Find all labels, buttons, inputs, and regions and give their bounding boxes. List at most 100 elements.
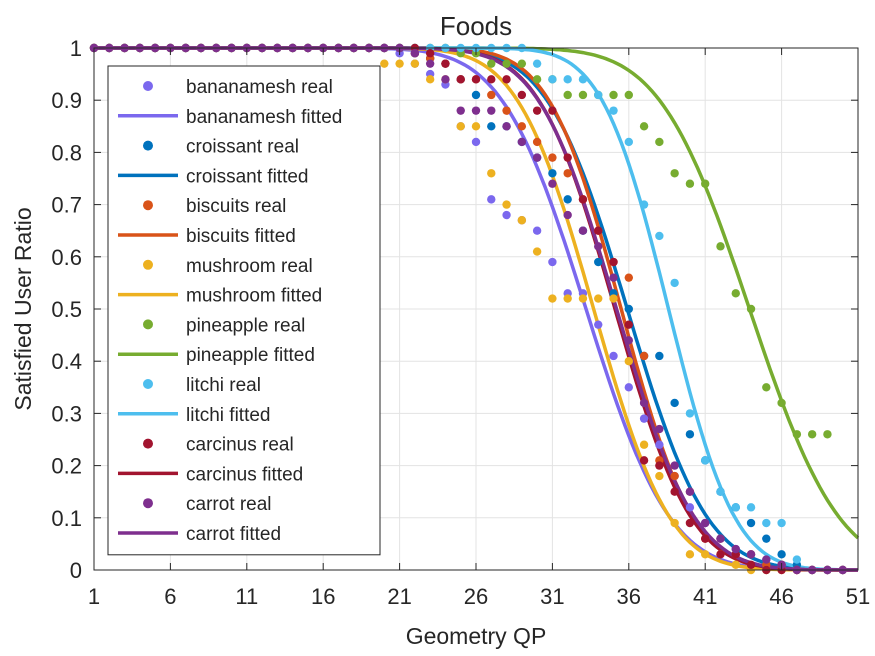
bananamesh-real-point — [655, 440, 664, 449]
biscuits-real-point — [624, 273, 633, 282]
carcinus-real-point — [563, 153, 572, 162]
y-tick-label: 0.2 — [51, 454, 82, 479]
bananamesh-real-point — [609, 351, 618, 361]
mushroom-real-point — [731, 560, 740, 569]
x-tick-label: 1 — [88, 584, 100, 609]
x-tick-label: 16 — [311, 584, 335, 609]
legend-label-litchi-fitted: litchi fitted — [186, 405, 270, 426]
pineapple-real-point — [532, 75, 542, 84]
mushroom-real-point — [639, 440, 649, 449]
pineapple-real-point — [701, 179, 710, 188]
carcinus-real-point — [517, 90, 527, 100]
y-tick-label: 0.3 — [51, 401, 82, 426]
bananamesh-real-point — [639, 414, 649, 423]
legend-label-pineapple-fitted: pineapple fitted — [186, 345, 315, 366]
pineapple-real-point — [517, 59, 527, 68]
x-axis-title: Geometry QP — [406, 623, 547, 649]
legend-marker-carcinus-real — [143, 438, 153, 449]
carrot-real-point — [746, 550, 756, 559]
carrot-real-point — [471, 106, 481, 115]
carcinus-real-point — [746, 560, 756, 569]
mushroom-real-point — [517, 216, 527, 225]
mushroom-real-point — [655, 471, 664, 481]
carrot-real-point — [517, 137, 527, 147]
croissant-real-point — [471, 90, 481, 100]
carrot-real-point — [594, 242, 603, 251]
x-tick-label: 46 — [769, 584, 793, 609]
legend-marker-carrot-real — [143, 498, 153, 509]
x-tick-label: 31 — [540, 584, 564, 609]
mushroom-real-point — [563, 294, 572, 303]
croissant-real-point — [685, 430, 695, 439]
bananamesh-real-point — [532, 226, 542, 235]
carcinus-real-point — [624, 320, 633, 329]
croissant-real-point — [777, 550, 786, 559]
carcinus-real-point — [532, 106, 542, 115]
mushroom-real-point — [471, 122, 481, 131]
carrot-real-point — [456, 106, 465, 115]
biscuits-real-point — [639, 351, 649, 361]
carrot-real-point — [502, 122, 511, 131]
carcinus-real-point — [502, 75, 511, 84]
pineapple-real-point — [716, 242, 725, 251]
carcinus-real-point — [471, 75, 481, 84]
croissant-real-point — [746, 518, 756, 528]
pineapple-real-point — [487, 59, 496, 68]
bananamesh-real-point — [548, 257, 557, 267]
y-tick-label: 0.9 — [51, 88, 82, 113]
mushroom-real-point — [594, 294, 603, 303]
pineapple-real-point — [502, 59, 511, 68]
carrot-real-point — [655, 424, 664, 434]
litchi-real-point — [777, 518, 786, 528]
litchi-real-point — [578, 75, 588, 84]
y-tick-label: 0 — [70, 558, 82, 583]
legend-label-mushroom-real: mushroom real — [186, 256, 313, 277]
croissant-real-point — [487, 122, 496, 131]
legend-label-croissant-real: croissant real — [186, 137, 299, 158]
x-tick-label: 51 — [846, 584, 870, 609]
pineapple-real-point — [624, 90, 633, 100]
mushroom-real-point — [425, 75, 435, 84]
litchi-real-point — [532, 59, 542, 68]
carcinus-real-point — [639, 456, 649, 465]
litchi-real-point — [762, 518, 771, 528]
pineapple-real-point — [655, 137, 664, 147]
litchi-real-point — [731, 503, 740, 512]
litchi-real-point — [594, 90, 603, 100]
mushroom-real-point — [624, 357, 633, 366]
bananamesh-real-point — [594, 320, 603, 329]
carrot-real-point — [639, 398, 649, 408]
x-tick-label: 41 — [693, 584, 717, 609]
y-tick-label: 0.1 — [51, 506, 82, 531]
pineapple-real-point — [762, 383, 771, 392]
croissant-real-point — [762, 534, 771, 543]
pineapple-real-point — [670, 169, 679, 178]
y-tick-label: 0.6 — [51, 245, 82, 270]
bananamesh-real-point — [624, 383, 633, 392]
mushroom-real-point — [532, 247, 542, 256]
carcinus-real-point — [487, 75, 496, 84]
y-tick-label: 0.4 — [51, 349, 82, 374]
mushroom-real-point — [456, 122, 465, 131]
legend-label-carcinus-fitted: carcinus fitted — [186, 464, 303, 485]
legend: bananamesh real bananamesh fitted croissan… — [107, 65, 381, 556]
croissant-real-point — [594, 257, 603, 267]
carrot-real-point — [609, 273, 618, 282]
pineapple-real-point — [777, 398, 786, 408]
carrot-real-point — [425, 59, 435, 68]
pineapple-real-point — [685, 179, 695, 188]
litchi-real-point — [548, 75, 557, 84]
mushroom-real-point — [395, 59, 404, 68]
carcinus-real-point — [655, 461, 664, 470]
legend-marker-pineapple-real — [143, 319, 153, 330]
litchi-real-point — [670, 278, 679, 288]
biscuits-real-point — [502, 106, 511, 115]
legend-label-carrot-real: carrot real — [186, 494, 272, 515]
legend-marker-mushroom-real — [143, 259, 153, 270]
legend-label-mushroom-fitted: mushroom fitted — [186, 286, 322, 307]
carcinus-real-point — [578, 195, 588, 204]
carcinus-real-point — [548, 106, 557, 115]
legend-marker-croissant-real — [143, 140, 153, 151]
croissant-real-point — [670, 398, 679, 408]
litchi-real-point — [685, 409, 695, 418]
